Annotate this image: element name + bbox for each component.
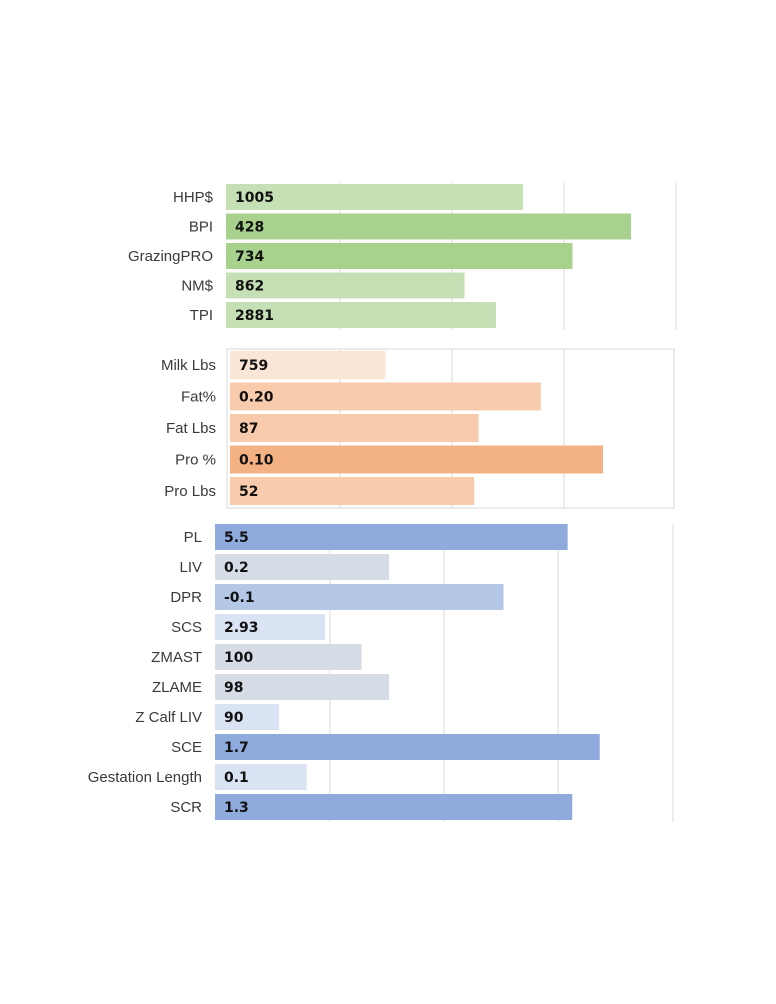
panel-2-bar-1 (230, 351, 386, 379)
panel-1-bar-3 (226, 243, 573, 269)
panel-3-bar-8 (215, 734, 600, 760)
panel-2-value-label-5: 52 (239, 484, 258, 500)
panel-3-category-label-6: ZLAME (152, 679, 202, 696)
panel-3-value-label-2: 0.2 (224, 560, 249, 576)
panel-2-category-label-2: Fat% (181, 389, 216, 406)
panel-3-value-label-7: 90 (224, 710, 244, 726)
panel-3-bar-2 (215, 554, 390, 580)
panel-3-category-label-9: Gestation Length (88, 769, 202, 786)
panel-1-value-label-5: 2881 (235, 308, 274, 324)
panel-3-category-label-10: SCR (170, 799, 202, 816)
panel-3-bar-4 (215, 614, 325, 640)
panel-1-category-label-3: GrazingPRO (128, 248, 213, 265)
panel-1-bar-2 (226, 213, 631, 240)
panel-3-value-label-6: 98 (224, 680, 243, 696)
panel-2-value-label-2: 0.20 (239, 390, 274, 406)
panel-2-category-label-1: Milk Lbs (161, 357, 216, 374)
panel-3-bar-6 (215, 674, 390, 700)
panel-3-bar-7 (215, 704, 280, 730)
panel-2-bar-4 (230, 445, 603, 474)
panel-1-value-label-3: 734 (235, 249, 264, 265)
panel-1-category-label-4: NM$ (181, 278, 213, 295)
panel-3-value-label-5: 100 (224, 650, 253, 666)
panel-3-value-label-1: 5.5 (224, 530, 249, 546)
panel-1-category-label-1: HHP$ (173, 189, 214, 206)
panel-1-value-label-2: 428 (235, 220, 264, 236)
panel-2-frame (226, 348, 675, 509)
panel-3-value-label-9: 0.1 (224, 770, 249, 786)
panel-3-category-label-1: PL (184, 529, 202, 546)
panel-3-value-label-8: 1.7 (224, 740, 249, 756)
panel-2-category-label-5: Pro Lbs (164, 483, 216, 500)
panel-3-bar-5 (215, 644, 362, 670)
panel-3-category-label-7: Z Calf LIV (135, 709, 202, 726)
panel-3-category-label-4: SCS (171, 619, 202, 636)
panel-3-bar-3 (215, 584, 504, 610)
panel-1-bar-5 (226, 302, 496, 328)
panel-3-value-label-3: -0.1 (224, 590, 255, 606)
panel-3-value-label-4: 2.93 (224, 620, 259, 636)
panel-3-category-label-2: LIV (179, 559, 202, 576)
panel-2-category-label-3: Fat Lbs (166, 420, 216, 437)
panel-2-value-label-1: 759 (239, 358, 268, 374)
panel-3-category-label-3: DPR (170, 589, 202, 606)
panel-2-value-label-4: 0.10 (239, 453, 274, 469)
panel-2-value-label-3: 87 (239, 421, 258, 437)
panel-2-bar-2 (230, 382, 541, 411)
panel-1-category-label-5: TPI (190, 307, 213, 324)
panel-3-bar-9 (215, 764, 307, 790)
panel-1-bar-1 (226, 184, 523, 210)
panel-1-value-label-1: 1005 (235, 190, 274, 206)
panel-1-bar-4 (226, 272, 465, 299)
panel-3-bar-1 (215, 524, 568, 550)
panel-2-bar-3 (230, 414, 479, 442)
panel-1-category-label-2: BPI (189, 219, 213, 236)
panel-3-bar-10 (215, 794, 573, 820)
panel-1-value-label-4: 862 (235, 279, 264, 295)
panel-3-category-label-5: ZMAST (151, 649, 202, 666)
panel-2-bar-5 (230, 477, 475, 505)
panel-3-category-label-8: SCE (171, 739, 202, 756)
panel-2-category-label-4: Pro % (175, 452, 216, 469)
panel-3-value-label-10: 1.3 (224, 800, 249, 816)
